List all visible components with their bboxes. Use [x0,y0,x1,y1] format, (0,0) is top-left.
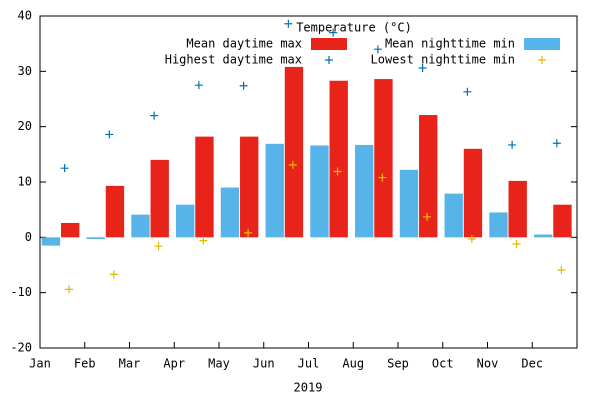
point [60,164,69,173]
x-tick-label: Jan [29,357,51,371]
point [199,236,208,245]
plot-frame [39,15,578,349]
x-tick-label: Apr [163,357,185,371]
point [154,242,163,251]
legend-swatch [524,38,560,50]
bar [131,214,150,238]
point [378,173,387,182]
bar [284,66,304,238]
bar [374,79,393,238]
point [325,56,333,64]
x-tick-label: Mar [119,357,141,371]
y-tick-label: -10 [10,285,32,299]
bar [195,136,214,238]
bar [419,115,438,238]
bar [105,185,125,238]
bar [534,234,553,238]
y-tick-label: 10 [18,175,32,189]
bar [444,193,463,238]
x-tick-label: Nov [477,357,499,371]
bar [61,222,80,238]
bar [220,187,240,238]
bar [553,204,572,238]
point [288,160,297,169]
y-tick-label: 20 [18,119,32,133]
legend-swatch [311,38,347,50]
x-tick-label: Jun [253,357,275,371]
point [423,212,432,221]
y-tick-label: -20 [10,341,32,355]
bar [463,148,483,238]
point [373,45,382,54]
legend-title: Temperature (°C) [296,21,412,35]
point [244,228,253,237]
point [194,81,203,90]
x-tick-label: Feb [74,357,96,371]
x-tick-label: Jul [298,357,320,371]
bar [508,180,527,238]
legend-label: Mean nighttime min [385,37,515,51]
point [109,270,118,279]
point [467,234,476,243]
x-tick-label: Aug [342,357,364,371]
bar [41,237,61,246]
y-tick-label: 0 [25,230,32,244]
x-tick-label: Oct [432,357,454,371]
point [105,130,114,139]
x-tick-label: May [208,357,230,371]
point [512,239,521,248]
point [150,111,159,120]
bar [489,212,508,238]
point [239,81,248,90]
point [65,285,74,294]
bar [86,237,105,239]
point [538,56,546,64]
point [557,265,566,274]
point [508,140,517,149]
y-tick-label: 30 [18,64,32,78]
bar [265,143,284,238]
bar [310,145,329,238]
point [418,64,427,73]
y-tick-label: 40 [18,9,32,23]
legend-label: Highest daytime max [165,53,302,67]
point [329,28,338,37]
x-tick-label: Sep [387,357,409,371]
bar [176,204,195,238]
bar [399,169,419,238]
bar [355,144,374,238]
bar [150,159,169,238]
legend-label: Lowest nighttime min [371,53,516,67]
point [284,19,293,28]
legend-label: Mean daytime max [186,37,302,51]
x-axis-label: 2019 [294,381,323,395]
x-tick-label: Dec [521,357,543,371]
point [463,87,472,96]
bar [240,136,259,238]
point [333,167,342,176]
bar [329,80,348,238]
point [552,139,561,148]
